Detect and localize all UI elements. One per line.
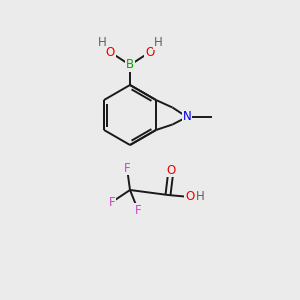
Text: F: F <box>109 196 115 208</box>
Text: O: O <box>146 46 154 59</box>
Text: O: O <box>185 190 195 203</box>
Text: F: F <box>124 161 130 175</box>
Text: O: O <box>105 46 115 59</box>
Text: F: F <box>135 203 141 217</box>
Text: H: H <box>196 190 204 203</box>
Text: H: H <box>98 37 106 50</box>
Text: H: H <box>154 37 162 50</box>
Text: N: N <box>183 110 191 124</box>
Text: O: O <box>167 164 176 176</box>
Text: B: B <box>126 58 134 71</box>
